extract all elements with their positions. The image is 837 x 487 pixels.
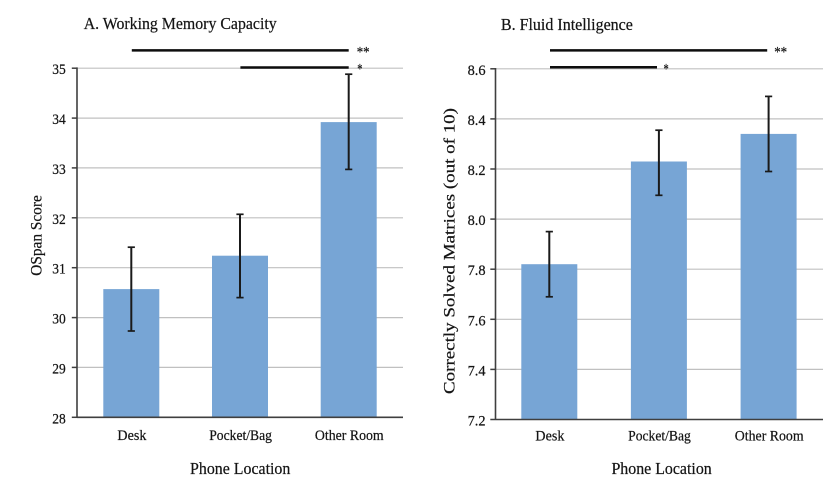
svg-text:33: 33 bbox=[52, 162, 66, 178]
svg-text:OSpan Score: OSpan Score bbox=[28, 195, 45, 276]
svg-text:Phone Location: Phone Location bbox=[611, 459, 712, 478]
svg-text:**: ** bbox=[774, 45, 787, 61]
svg-text:7.6: 7.6 bbox=[468, 313, 486, 329]
svg-text:B. Fluid Intelligence: B. Fluid Intelligence bbox=[501, 15, 633, 34]
svg-text:7.8: 7.8 bbox=[468, 263, 486, 279]
svg-text:7.2: 7.2 bbox=[468, 414, 486, 430]
svg-text:Correctly Solved Matrices (out: Correctly Solved Matrices (out of 10) bbox=[442, 108, 459, 394]
svg-text:Pocket/Bag: Pocket/Bag bbox=[209, 428, 272, 444]
svg-text:31: 31 bbox=[52, 262, 66, 278]
svg-text:A. Working Memory Capacity: A. Working Memory Capacity bbox=[84, 14, 277, 33]
svg-text:*: * bbox=[664, 61, 669, 77]
svg-text:35: 35 bbox=[52, 62, 66, 78]
svg-text:Phone Location: Phone Location bbox=[190, 459, 291, 478]
svg-text:28: 28 bbox=[52, 411, 66, 427]
svg-text:8.2: 8.2 bbox=[468, 163, 486, 179]
svg-text:Pocket/Bag: Pocket/Bag bbox=[628, 429, 691, 445]
svg-text:8.0: 8.0 bbox=[468, 213, 486, 229]
svg-text:Desk: Desk bbox=[535, 429, 565, 445]
svg-text:29: 29 bbox=[52, 361, 66, 377]
svg-text:8.4: 8.4 bbox=[468, 113, 487, 129]
svg-text:Other Room: Other Room bbox=[735, 429, 804, 445]
svg-text:7.4: 7.4 bbox=[468, 363, 487, 379]
svg-text:34: 34 bbox=[52, 112, 66, 128]
svg-text:*: * bbox=[357, 61, 362, 77]
svg-text:Other Room: Other Room bbox=[315, 428, 384, 444]
svg-text:Desk: Desk bbox=[117, 428, 147, 444]
svg-text:**: ** bbox=[357, 45, 370, 61]
svg-text:8.6: 8.6 bbox=[468, 63, 486, 79]
svg-text:32: 32 bbox=[52, 212, 66, 228]
svg-text:30: 30 bbox=[52, 312, 66, 328]
